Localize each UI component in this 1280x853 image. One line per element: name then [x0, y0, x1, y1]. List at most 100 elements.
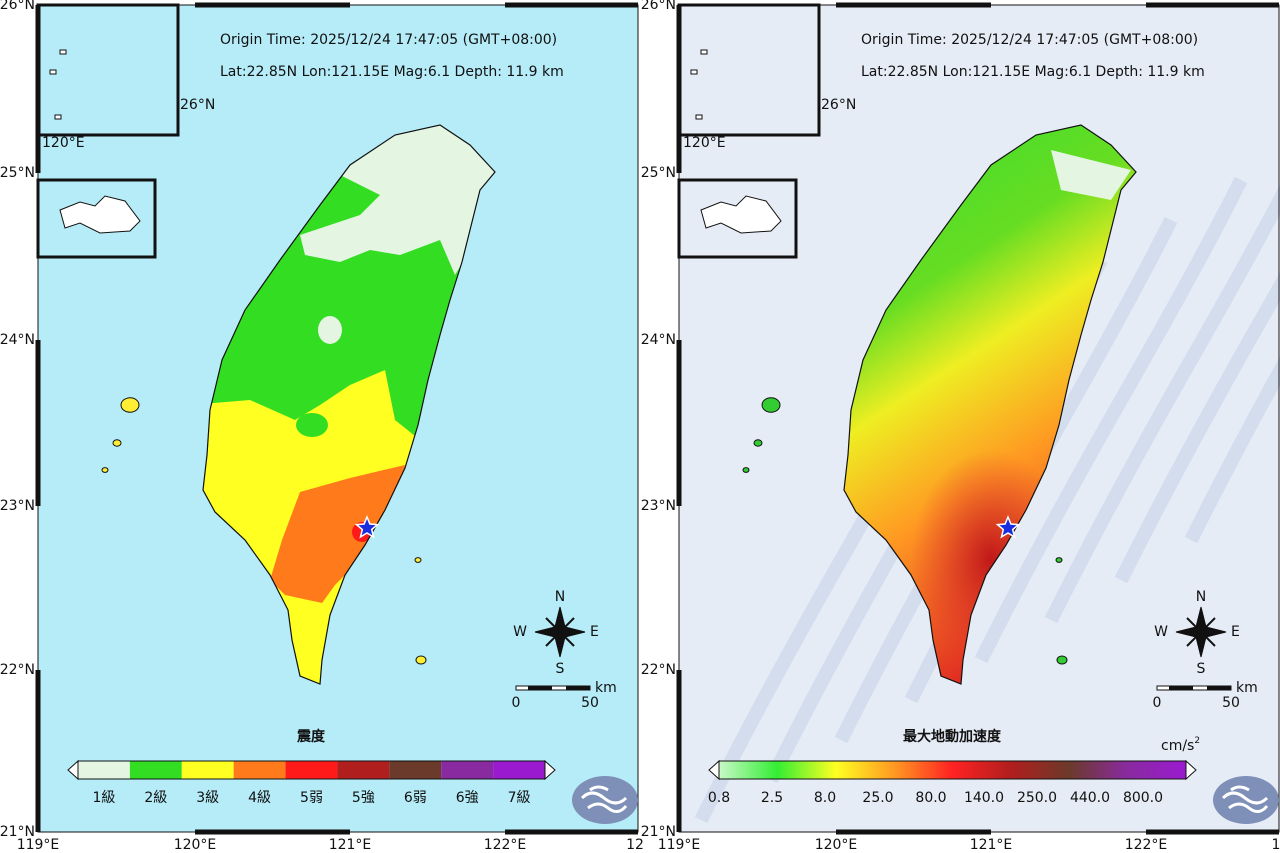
lat-label: 22°N: [0, 662, 35, 678]
legend-label: 6強: [456, 790, 479, 806]
lat-label: 23°N: [641, 498, 676, 514]
scale-bar: [566, 686, 590, 690]
lat-label: 26°N: [641, 0, 676, 13]
lat-label: 21°N: [641, 824, 676, 840]
coastline: [202, 124, 496, 685]
island: [742, 467, 750, 473]
island: [101, 467, 109, 473]
island: [1056, 655, 1068, 665]
legend-label: 25.0: [862, 790, 893, 806]
legend-unit: cm/s2: [1161, 736, 1200, 755]
compass-s: S: [556, 661, 565, 677]
island: [690, 69, 698, 75]
island: [700, 49, 708, 55]
island: [49, 69, 57, 75]
lat-label: 21°N: [0, 824, 35, 840]
origin-time: Origin Time: 2025/12/24 17:47:05 (GMT+08…: [861, 32, 1198, 48]
coastline: [843, 124, 1137, 685]
legend-label: 800.0: [1123, 790, 1163, 806]
legend-title: 震度: [296, 728, 326, 745]
lon-label: 122°E: [484, 837, 527, 853]
zone: [270, 465, 405, 603]
lon-label: 119°E: [17, 837, 60, 853]
legend-swatch: [129, 761, 182, 779]
legend-label: 6弱: [404, 790, 427, 806]
scale-unit: km: [1236, 680, 1258, 696]
island: [700, 195, 782, 234]
lat-label: 25°N: [0, 165, 35, 181]
scale-start: 0: [1153, 695, 1162, 711]
legend-swatch: [233, 761, 286, 779]
scale-bar: [528, 686, 552, 690]
lat-label: 24°N: [0, 332, 35, 348]
island: [1055, 557, 1063, 563]
location: Lat:22.85N Lon:121.15E Mag:6.1 Depth: 11…: [861, 64, 1205, 80]
island: [112, 439, 122, 447]
origin-time: Origin Time: 2025/12/24 17:47:05 (GMT+08…: [220, 32, 557, 48]
field: [1051, 150, 1131, 200]
scale-end: 50: [581, 695, 599, 711]
legend-label: 440.0: [1070, 790, 1110, 806]
lon-label: 121°E: [329, 837, 372, 853]
island: [753, 439, 763, 447]
lon-label: 120°E: [174, 837, 217, 853]
lon-label: 12: [626, 837, 644, 853]
scale-end: 50: [1222, 695, 1240, 711]
compass-e: E: [590, 624, 599, 640]
legend-swatch: [78, 761, 130, 779]
legend-label: 1級: [92, 790, 115, 806]
lon-label: 1: [1272, 837, 1280, 853]
epicenter: [995, 515, 1021, 539]
island: [59, 49, 67, 55]
compass-w: W: [513, 624, 527, 640]
scale-bar: [1207, 686, 1231, 690]
legend-label: 80.0: [915, 790, 946, 806]
lon-label: 120°E: [815, 837, 858, 853]
inset-lat: 26°N: [821, 97, 856, 113]
legend-swatch: [441, 761, 494, 779]
lat-label: 22°N: [641, 662, 676, 678]
zone: [318, 316, 342, 344]
lat-label: 24°N: [641, 332, 676, 348]
agency-logo: [1221, 785, 1269, 813]
legend-arrow: [708, 759, 1197, 781]
legend-swatch: [389, 761, 442, 779]
legend-label: 4級: [248, 790, 271, 806]
terrain: [974, 176, 1248, 664]
island: [414, 557, 422, 563]
legend-label: 3級: [196, 790, 219, 806]
scale-bar: [1169, 686, 1193, 690]
lat-label: 26°N: [0, 0, 35, 13]
inset-lon: 120°E: [683, 135, 726, 151]
agency-logo: [580, 785, 628, 813]
legend-label: 0.8: [708, 790, 730, 806]
terrain: [1184, 356, 1280, 544]
compass-n: N: [555, 589, 565, 605]
unit-exponent: 2: [1194, 736, 1200, 746]
legend-label: 250.0: [1017, 790, 1057, 806]
legend-label: 2.5: [761, 790, 783, 806]
lat-label: 23°N: [0, 498, 35, 514]
inset-lat: 26°N: [180, 97, 215, 113]
epicenter: [354, 515, 380, 539]
lon-label: 122°E: [1125, 837, 1168, 853]
legend-swatch: [181, 761, 234, 779]
compass-rose: [1186, 617, 1216, 647]
legend-swatch: [493, 761, 545, 779]
legend-label: 2級: [144, 790, 167, 806]
island: [120, 397, 140, 413]
island: [761, 397, 781, 413]
legend-label: 5強: [352, 790, 375, 806]
legend-label: 7級: [508, 790, 531, 806]
legend-label: 5弱: [300, 790, 323, 806]
unit-base: cm/s: [1161, 738, 1194, 754]
lon-label: 119°E: [658, 837, 701, 853]
legend-swatch: [285, 761, 338, 779]
island: [695, 114, 703, 120]
inset-lon: 120°E: [42, 135, 85, 151]
compass-n: N: [1196, 589, 1206, 605]
legend-arrow: [67, 759, 556, 781]
